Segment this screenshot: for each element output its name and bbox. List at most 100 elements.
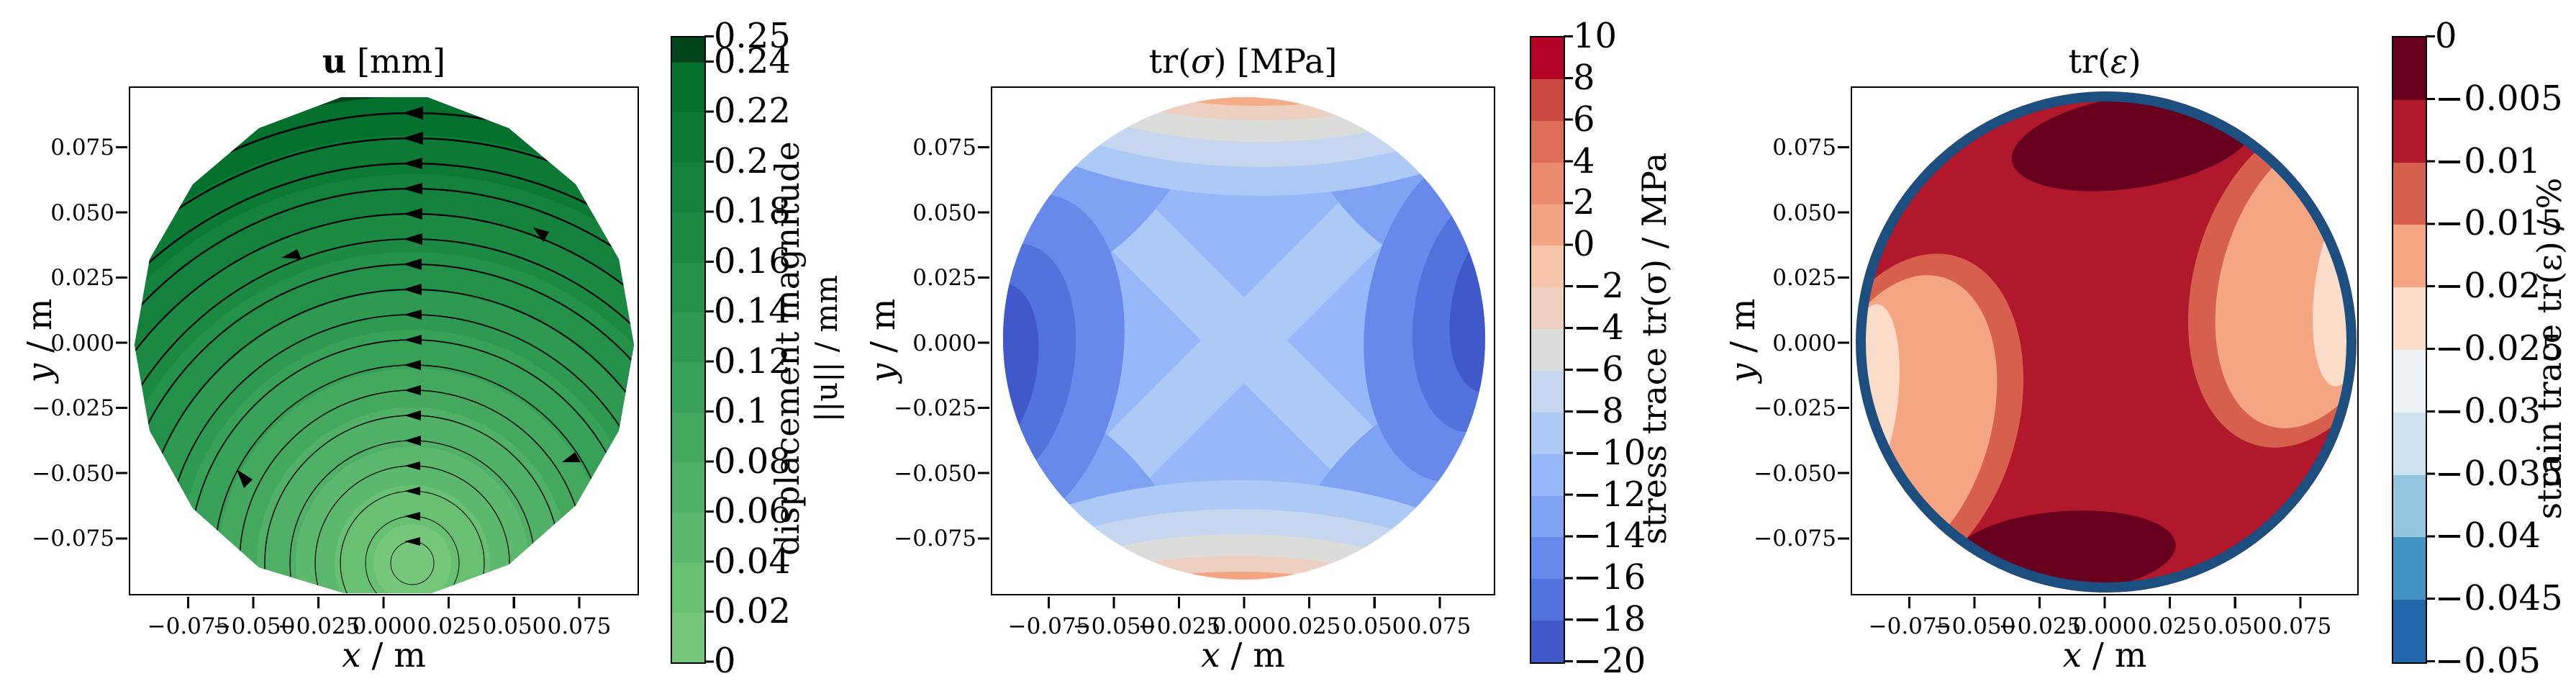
colorbar-tick-label: −0.05 xyxy=(2435,641,2541,681)
colorbar-tick-label: −0.045 xyxy=(2435,578,2563,618)
y-tick-label: −0.050 xyxy=(894,461,976,487)
colorbar-band xyxy=(1531,287,1564,329)
x-tick-label: 0.025 xyxy=(1276,613,1341,639)
y-tick-label: 0.050 xyxy=(50,200,114,226)
y-tick-label: −0.075 xyxy=(894,526,976,551)
y-tick-label: −0.025 xyxy=(1754,395,1836,421)
y-tick-label: 0.025 xyxy=(912,265,976,291)
colorbar-band xyxy=(2393,287,2426,350)
plot-title-displacement: u [mm] xyxy=(322,42,446,81)
colorbar-band xyxy=(1531,204,1564,246)
y-tick-label: −0.050 xyxy=(32,461,114,487)
x-tick-label: 0.050 xyxy=(2203,613,2267,639)
contour-plot-strain xyxy=(1856,91,2357,593)
x-tick-label: 0.075 xyxy=(547,613,612,639)
colorbar-tick-label: 0.24 xyxy=(714,41,791,81)
colorbar-tick-label: −8 xyxy=(1573,391,1624,431)
colorbar-label: strain trace tr(ε) / % xyxy=(2530,177,2569,520)
colorbar-tick-label: −14 xyxy=(1573,515,1646,556)
colorbar-band xyxy=(2393,37,2426,100)
y-tick-label: 0.075 xyxy=(912,135,976,161)
colorbar-tick-label: −12 xyxy=(1573,474,1646,515)
y-tick-label: 0.050 xyxy=(1772,200,1836,226)
colorbar-tick-label: −20 xyxy=(1573,641,1646,681)
colorbar-band xyxy=(1531,413,1564,454)
colorbar-tick-marks xyxy=(2426,35,2435,663)
y-tick-label: −0.025 xyxy=(32,395,114,421)
colorbar-band xyxy=(1531,37,1564,79)
colorbar-band xyxy=(1531,454,1564,496)
colorbar-tick-label: 0.2 xyxy=(714,141,769,181)
y-tick-label: 0.025 xyxy=(50,265,114,291)
colorbar-band xyxy=(672,37,704,63)
colorbar-displacement xyxy=(671,36,706,664)
x-tick-label: 0.000 xyxy=(2072,613,2137,639)
colorbar-band xyxy=(1531,121,1564,163)
colorbar-band xyxy=(1531,537,1564,579)
colorbar-tick-marks xyxy=(704,60,714,664)
colorbar-band xyxy=(1531,496,1564,537)
colorbar-tick-label: −0.005 xyxy=(2435,78,2563,119)
x-tick-label: −0.075 xyxy=(1868,613,1951,639)
colorbar-band xyxy=(672,312,704,362)
colorbar-tick-label: 0.08 xyxy=(714,441,791,482)
colorbar-label-line2: ||u|| / mm xyxy=(809,274,844,423)
x-tick-label: −0.050 xyxy=(1933,613,2016,639)
colorbar-tick-label: 0 xyxy=(1573,224,1595,264)
colorbar-tick-label: 0.04 xyxy=(714,541,791,582)
x-tick-label: −0.050 xyxy=(212,613,296,639)
colorbar-band xyxy=(672,362,704,413)
colorbar-band xyxy=(1531,371,1564,413)
x-tick-marks xyxy=(1908,597,2303,608)
y-tick-label: 0.000 xyxy=(912,330,976,356)
boundary-ring xyxy=(1856,91,2357,593)
x-tick-label: 0.000 xyxy=(1212,613,1276,639)
colorbar-band xyxy=(672,163,704,212)
colorbar-band xyxy=(2393,475,2426,537)
colorbar-tick-label: −10 xyxy=(1573,433,1646,473)
colorbar-band xyxy=(2393,100,2426,163)
y-tick-label: 0.025 xyxy=(1772,265,1836,291)
y-tick-label: −0.075 xyxy=(32,526,114,551)
colorbar-tick-label: 0.22 xyxy=(714,91,791,131)
colorbar-tick-label: −4 xyxy=(1573,307,1624,348)
strain-contour-bands xyxy=(1856,91,2357,593)
streamline-arrows xyxy=(237,107,581,546)
y-axis-label: y / m xyxy=(863,298,903,383)
y-tick-label: 0.050 xyxy=(912,200,976,226)
colorbar-tick-label: 0.14 xyxy=(714,291,791,331)
colorbar-tick-label: 0 xyxy=(714,641,736,681)
colorbar-band xyxy=(1531,163,1564,204)
colorbar-band xyxy=(1531,79,1564,121)
x-axis-label: x / m xyxy=(2062,636,2147,675)
x-tick-marks xyxy=(187,597,582,608)
colorbar-band xyxy=(672,413,704,462)
axes-box-strain xyxy=(1851,86,2359,595)
y-tick-label: 0.000 xyxy=(50,330,114,356)
colorbar-band xyxy=(2393,413,2426,475)
axes-box-stress xyxy=(991,86,1495,595)
colorbar-tick-label: 0.16 xyxy=(714,241,791,282)
colorbar-tick-mark xyxy=(704,35,714,37)
colorbar-strain xyxy=(2392,36,2427,664)
colorbar-label-line1: displacement magnitude xyxy=(768,141,807,556)
colorbar-band xyxy=(1531,621,1564,662)
colorbar-tick-label: 2 xyxy=(1573,182,1595,222)
colorbar-tick-label: −0.01 xyxy=(2435,141,2541,181)
y-tick-marks xyxy=(978,146,989,541)
colorbar-band xyxy=(2393,600,2426,662)
x-tick-label: 0.025 xyxy=(2137,613,2202,639)
y-tick-label: −0.025 xyxy=(894,395,976,421)
stress-contour-bands xyxy=(1003,97,1485,580)
colorbar-label: stress trace tr(σ) / MPa xyxy=(1635,152,1674,545)
y-tick-marks xyxy=(116,146,127,541)
title-symbol-epsilon: ε xyxy=(2110,42,2128,81)
y-tick-marks xyxy=(1838,146,1849,541)
colorbar-tick-label: −0.025 xyxy=(2435,328,2563,369)
colorbar-band xyxy=(1531,246,1564,287)
x-tick-label: 0.025 xyxy=(417,613,481,639)
colorbar-tick-label: −0.035 xyxy=(2435,454,2563,494)
x-tick-label: −0.075 xyxy=(147,613,230,639)
colorbar-tick-label: −16 xyxy=(1573,557,1646,598)
